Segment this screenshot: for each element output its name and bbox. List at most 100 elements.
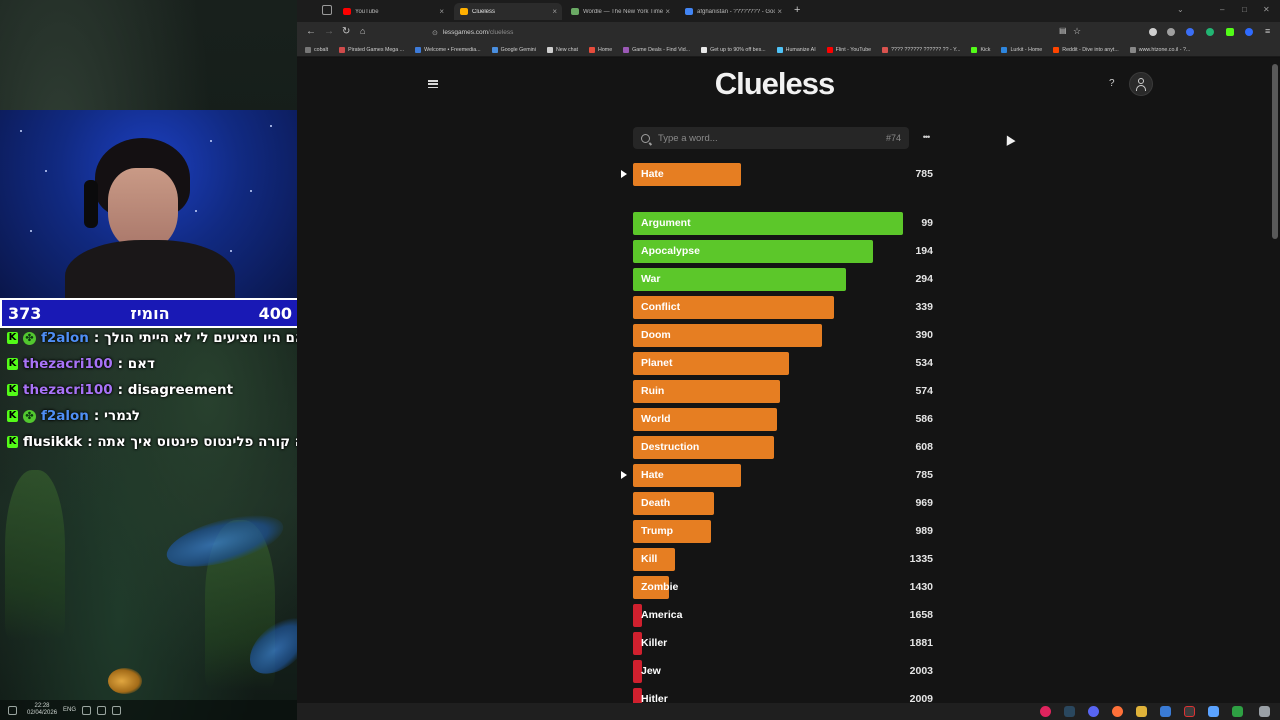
close-tab-icon[interactable]: ×	[665, 7, 670, 16]
bookmark-item[interactable]: ???? ?????? ?????? ?? - Y...	[882, 46, 960, 53]
scrollbar[interactable]	[1272, 64, 1278, 239]
app-icon[interactable]	[1184, 706, 1195, 717]
extension-icon[interactable]	[1226, 28, 1234, 36]
extension-icon[interactable]	[1186, 28, 1194, 36]
bookmark-item[interactable]: www.htzone.co.il - ?...	[1129, 46, 1190, 53]
steam-icon[interactable]	[1064, 706, 1075, 717]
extension-icon[interactable]	[1149, 28, 1157, 36]
guess-word: World	[641, 413, 671, 425]
bookmark-star-icon[interactable]: ☆	[1073, 26, 1082, 36]
forward-icon[interactable]: →	[324, 26, 334, 37]
browser-tab[interactable]: Clueless ×	[454, 3, 562, 20]
close-tab-icon[interactable]: ×	[439, 7, 444, 16]
extension-icon[interactable]	[1167, 28, 1175, 36]
home-icon[interactable]: ⌂	[360, 26, 366, 36]
bookmark-label: cobalt	[314, 46, 329, 53]
guess-word: America	[641, 609, 683, 621]
folder-icon[interactable]	[1136, 706, 1147, 717]
chat-message: K ✤ f2alon: לגמרי	[7, 405, 140, 427]
window-icon[interactable]	[8, 705, 17, 715]
language-indicator[interactable]: ENG	[63, 707, 77, 713]
bookmark-label: Humanize AI	[785, 46, 816, 53]
browser-tab[interactable]: YouTube ×	[337, 3, 449, 20]
wifi-icon[interactable]	[82, 705, 92, 715]
guess-bar	[633, 268, 846, 291]
minimize-button[interactable]: –	[1220, 5, 1225, 14]
bookmark-label: Pirated Games Mega ...	[348, 46, 405, 53]
address-bar[interactable]: ⊙ lessgames.com/clueless	[432, 25, 952, 40]
chat-username: flusikkk	[23, 434, 83, 450]
bookmark-item[interactable]: Welcome • Freemedia...	[415, 46, 481, 53]
aquarium-plant	[5, 470, 65, 640]
current-guess-marker-icon	[621, 471, 627, 479]
kick-badge-icon: K	[7, 332, 18, 344]
account-icon[interactable]	[1129, 72, 1153, 96]
bookmark-item[interactable]: Kick	[971, 46, 990, 53]
guess-bar	[633, 548, 675, 571]
guess-row: Killer 1881	[633, 632, 933, 655]
bookmark-item[interactable]: Game Deals - Find Vid...	[623, 46, 691, 53]
search-bar: #74	[633, 127, 909, 149]
menu-icon[interactable]: ≡	[1265, 26, 1271, 36]
app-icon[interactable]	[1232, 706, 1243, 717]
guess-rank: 969	[915, 497, 933, 509]
volume-icon[interactable]	[97, 705, 107, 715]
bookmark-item[interactable]: Get up to 90% off bes...	[701, 46, 766, 53]
guess-word: Hate	[641, 469, 664, 481]
chat-username: f2alon	[41, 408, 89, 424]
app-icon[interactable]	[1160, 706, 1171, 717]
hamburger-menu-icon[interactable]	[428, 80, 438, 88]
browser-tab[interactable]: afghanistan - ???????? - Google×	[679, 3, 787, 20]
bookmark-item[interactable]: Pirated Games Mega ...	[339, 46, 405, 53]
kick-badge-icon: K	[7, 358, 18, 370]
tab-search-icon[interactable]: ⌄	[1177, 5, 1184, 14]
close-window-button[interactable]: ✕	[1263, 5, 1270, 14]
maximize-button[interactable]: □	[1242, 5, 1247, 14]
tab-actions-icon[interactable]	[322, 5, 332, 15]
more-options-icon[interactable]: •••	[922, 132, 930, 142]
bookmark-item[interactable]: Humanize AI	[776, 46, 816, 53]
bookmark-item[interactable]: Home	[589, 46, 612, 53]
start-icon[interactable]	[1259, 706, 1270, 717]
media-app-icon[interactable]	[1040, 706, 1051, 717]
guess-row: Planet 534	[633, 352, 933, 375]
bookmark-item[interactable]: cobalt	[305, 46, 329, 53]
chat-text: : מה קורה פלינטוס פינטוס איך אתה?	[87, 434, 297, 450]
guess-rank: 534	[915, 357, 933, 369]
battery-icon[interactable]	[112, 705, 122, 715]
guess-bar	[633, 380, 780, 403]
close-tab-icon[interactable]: ×	[552, 7, 557, 16]
profile-icon[interactable]	[1245, 28, 1253, 36]
bookmark-item[interactable]: Lurkit - Home	[1001, 46, 1042, 53]
bookmark-item[interactable]: New chat	[546, 46, 578, 53]
guess-word: Conflict	[641, 301, 681, 313]
bookmark-item[interactable]: Reddit - Dive into anyt...	[1053, 46, 1119, 53]
bookmark-favicon-icon	[826, 46, 833, 53]
back-icon[interactable]: ←	[306, 26, 316, 37]
bookmark-item[interactable]: Flint - YouTube	[826, 46, 871, 53]
reader-icon[interactable]: ▤	[1059, 26, 1067, 35]
browser-tab[interactable]: Wordle — The New York Times ×	[565, 3, 675, 20]
new-tab-button[interactable]: +	[794, 4, 801, 16]
close-tab-icon[interactable]: ×	[777, 7, 782, 16]
score-label: הומיז	[130, 304, 170, 323]
discord-icon[interactable]	[1088, 706, 1099, 717]
reload-icon[interactable]: ↻	[342, 26, 351, 37]
guess-row: Doom 390	[633, 324, 933, 347]
tab-strip: YouTube × Clueless × Wordle — The New York T…	[297, 0, 1280, 22]
site-info-icon[interactable]: ⊙	[432, 29, 438, 37]
help-icon[interactable]: ?	[1109, 78, 1115, 89]
guess-rank: 294	[915, 273, 933, 285]
bookmark-item[interactable]: Google Gemini	[491, 46, 536, 53]
stream-overlay: 373 הומיז 400 K✤f2alon: גם אם היו מציעים…	[0, 0, 297, 720]
word-input[interactable]	[658, 132, 858, 144]
app-icon[interactable]	[1208, 706, 1219, 717]
browser-icon[interactable]	[1112, 706, 1123, 717]
guess-rank: 2009	[909, 693, 933, 703]
navigation-bar: ← → ↻ ⌂ ⊙ lessgames.com/clueless ▤ ☆ ≡	[297, 22, 1280, 43]
guess-rank: 99	[921, 217, 933, 229]
bookmark-label: Game Deals - Find Vid...	[632, 46, 691, 53]
extension-icon[interactable]	[1206, 28, 1214, 36]
